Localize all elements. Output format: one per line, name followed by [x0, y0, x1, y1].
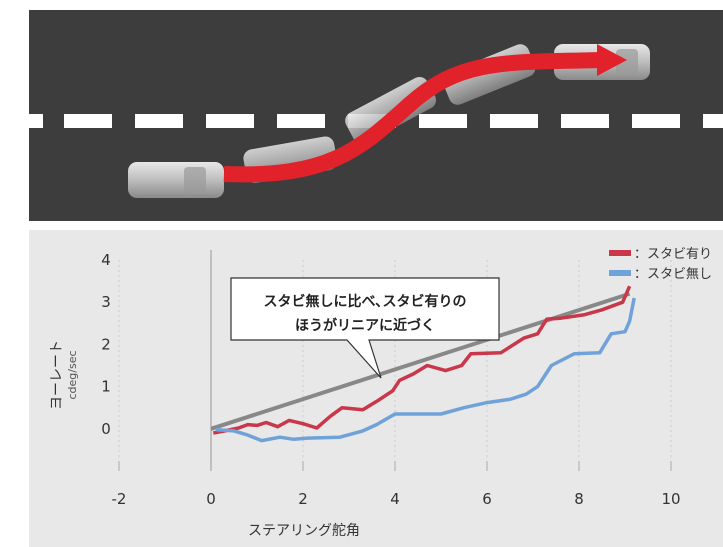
y-axis-unit: cdeg/sec [66, 350, 79, 399]
y-tick-label: 4 [101, 251, 111, 269]
x-axis-title: ステアリング舵角 [248, 523, 360, 539]
y-tick-label: 2 [101, 335, 111, 353]
x-tick-label: 6 [482, 490, 492, 508]
x-tick-label: 10 [661, 490, 680, 508]
lane-change-illustration [29, 10, 723, 221]
path-arrow-icon [223, 44, 627, 183]
legend: ：スタビ有り ：スタビ無し [609, 247, 712, 282]
linear-reference-line [210, 291, 631, 431]
yaw-rate-chart: -2 0 2 4 6 8 10 0 1 2 3 4 ステアリング舵角 ヨーレート cdeg/sec ：… [29, 230, 723, 547]
legend-label-with-stabilizer: ：スタビ有り [634, 247, 712, 262]
series-line-without-stabilizer [215, 297, 636, 443]
x-tick-label: -2 [112, 490, 127, 508]
y-axis-title: ヨーレート [49, 340, 65, 410]
y-tick-label: 0 [101, 420, 111, 438]
annotation-line-2: ほうがリニアに近づく [295, 317, 435, 334]
road-svg [29, 44, 723, 198]
series-line-with-stabilizer [212, 285, 632, 435]
x-tick-label: 8 [574, 490, 584, 508]
x-tick-label: 0 [206, 490, 216, 508]
y-tick-label: 3 [101, 293, 111, 311]
car-icon [128, 162, 224, 198]
legend-label-without-stabilizer: ：スタビ無し [634, 267, 712, 282]
x-tick-label: 2 [298, 490, 308, 508]
legend-swatch-with-stabilizer [609, 250, 631, 256]
annotation-line-1: スタビ無しに比べ､スタビ有りの [264, 293, 467, 310]
annotation-callout: スタビ無しに比べ､スタビ有りの ほうがリニアに近づく [230, 277, 500, 379]
x-tick-label: 4 [390, 490, 400, 508]
lane-marking [29, 114, 723, 128]
legend-swatch-without-stabilizer [609, 270, 631, 276]
chart-svg: -2 0 2 4 6 8 10 0 1 2 3 4 ステアリング舵角 ヨーレート cdeg/sec ：… [49, 247, 712, 539]
y-tick-label: 1 [101, 378, 111, 396]
